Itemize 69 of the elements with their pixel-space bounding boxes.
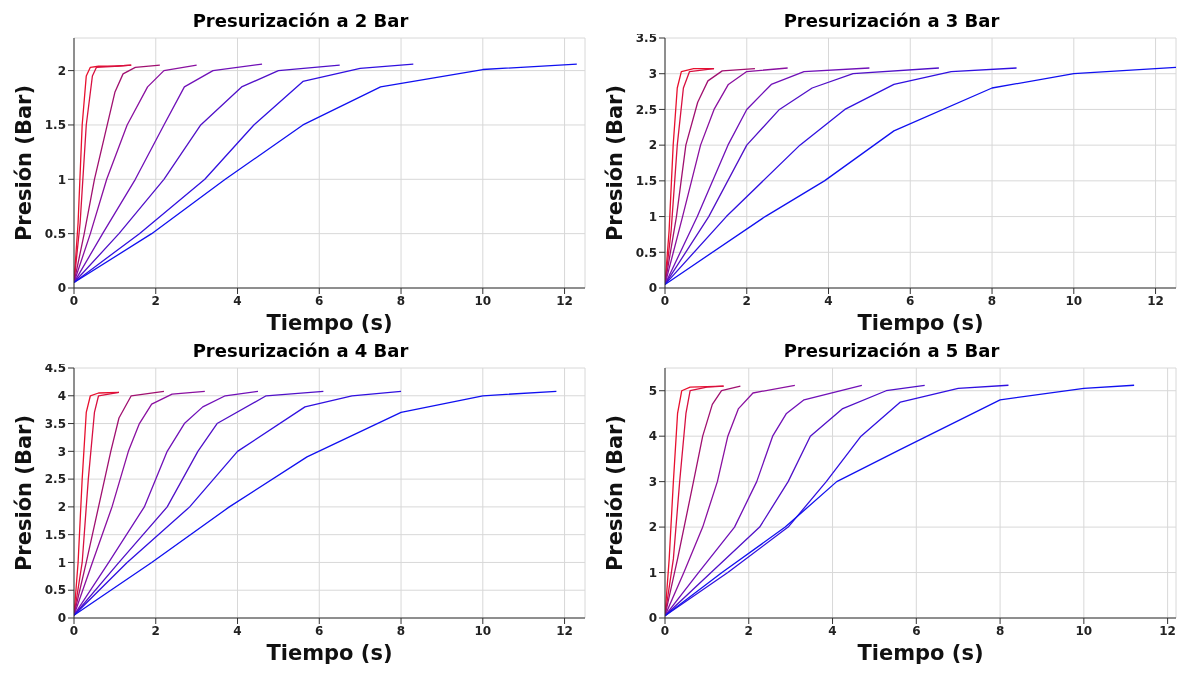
x-tick-label: 10 bbox=[474, 623, 492, 638]
y-tick-label: 2 bbox=[57, 500, 66, 515]
x-tick-label: 6 bbox=[315, 293, 324, 308]
y-tick-label: 0 bbox=[648, 611, 657, 626]
x-tick-label: 8 bbox=[995, 623, 1005, 638]
y-tick-label: 3 bbox=[648, 66, 657, 81]
y-axis-title: Presión (Bar) bbox=[603, 84, 628, 242]
x-tick-label: 10 bbox=[474, 293, 492, 308]
y-tick-label: 0.5 bbox=[44, 583, 66, 598]
x-tick-label: 0 bbox=[69, 293, 79, 308]
x-tick-label: 8 bbox=[396, 623, 406, 638]
y-tick-label: 3 bbox=[57, 444, 66, 459]
y-tick-label: 1.5 bbox=[635, 174, 657, 189]
y-tick-label: 4 bbox=[648, 429, 657, 444]
y-tick-label: 2.5 bbox=[44, 472, 66, 487]
x-tick-label: 2 bbox=[151, 623, 160, 638]
x-tick-label: 0 bbox=[660, 623, 670, 638]
x-axis-title: Tiempo (s) bbox=[266, 641, 393, 665]
chart-title: Presurización a 5 Bar bbox=[782, 339, 1001, 363]
y-axis-title: Presión (Bar) bbox=[603, 414, 628, 572]
y-tick-label: 0.5 bbox=[44, 226, 66, 241]
y-tick-label: 3 bbox=[648, 474, 657, 489]
y-tick-label: 3.5 bbox=[635, 31, 657, 46]
x-tick-label: 8 bbox=[987, 293, 997, 308]
x-tick-label: 6 bbox=[315, 623, 324, 638]
x-tick-label: 6 bbox=[906, 293, 915, 308]
y-tick-label: 5 bbox=[648, 383, 657, 398]
y-tick-label: 2 bbox=[648, 138, 657, 153]
x-axis-title: Tiempo (s) bbox=[266, 311, 393, 335]
y-tick-label: 3.5 bbox=[44, 416, 66, 431]
chart-title: Presurización a 2 Bar bbox=[191, 9, 410, 33]
x-tick-label: 10 bbox=[1075, 623, 1093, 638]
y-tick-label: 4.5 bbox=[44, 361, 66, 376]
y-axis-title: Presión (Bar) bbox=[12, 84, 37, 242]
x-axis-title: Tiempo (s) bbox=[857, 311, 984, 335]
x-tick-label: 4 bbox=[824, 293, 833, 308]
x-tick-label: 2 bbox=[151, 293, 160, 308]
y-tick-label: 1.5 bbox=[44, 527, 66, 542]
y-tick-label: 1 bbox=[648, 209, 657, 224]
y-tick-label: 1 bbox=[648, 565, 657, 580]
y-tick-label: 2 bbox=[57, 63, 66, 78]
x-tick-label: 6 bbox=[912, 623, 921, 638]
y-tick-label: 0 bbox=[57, 281, 66, 296]
y-tick-label: 1 bbox=[57, 172, 66, 187]
x-tick-label: 12 bbox=[1159, 623, 1176, 638]
x-tick-label: 4 bbox=[233, 293, 242, 308]
x-tick-label: 0 bbox=[69, 623, 79, 638]
x-tick-label: 4 bbox=[233, 623, 242, 638]
x-tick-label: 2 bbox=[742, 293, 751, 308]
x-tick-label: 12 bbox=[556, 293, 573, 308]
x-tick-label: 10 bbox=[1065, 293, 1083, 308]
y-tick-label: 0 bbox=[57, 611, 66, 626]
chart-title: Presurización a 4 Bar bbox=[192, 340, 409, 361]
y-axis-title: Presión (Bar) bbox=[12, 414, 37, 572]
x-tick-label: 12 bbox=[1147, 293, 1164, 308]
y-tick-label: 2 bbox=[648, 520, 657, 535]
chart-title: Presurización a 3 Bar bbox=[783, 10, 1000, 31]
x-axis-title: Tiempo (s) bbox=[857, 641, 984, 665]
x-tick-label: 2 bbox=[744, 623, 753, 638]
x-tick-label: 4 bbox=[828, 623, 837, 638]
y-tick-label: 0.5 bbox=[635, 245, 657, 260]
y-tick-label: 4 bbox=[57, 389, 66, 404]
x-tick-label: 8 bbox=[396, 293, 406, 308]
y-tick-label: 1 bbox=[57, 555, 66, 570]
y-tick-label: 0 bbox=[648, 281, 657, 296]
x-tick-label: 12 bbox=[556, 623, 573, 638]
y-tick-label: 1.5 bbox=[44, 118, 66, 133]
x-tick-label: 0 bbox=[660, 293, 670, 308]
y-tick-label: 2.5 bbox=[635, 102, 657, 117]
